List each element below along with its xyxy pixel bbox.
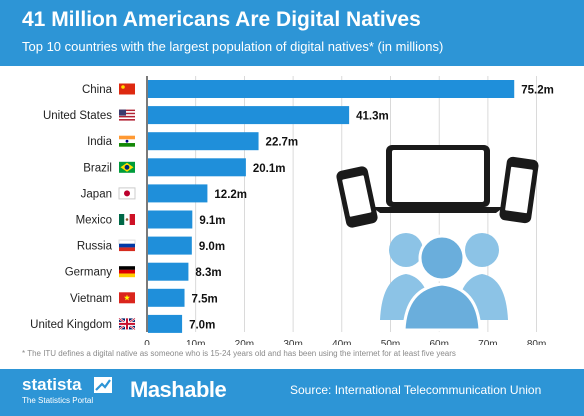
- category-label: Mexico: [76, 215, 112, 227]
- x-tick-label: 70m: [478, 339, 497, 345]
- data-label: 75.2m: [521, 85, 554, 97]
- bar-chart: 0 10m 20m 30m 40m 50m 60m 70m 80m China 75.2m Unite…: [30, 76, 554, 345]
- bar: [148, 314, 183, 333]
- bar: [148, 158, 246, 177]
- category-label: United States: [43, 110, 112, 122]
- bar: [148, 80, 515, 98]
- russia-flag-icon: [118, 239, 136, 252]
- data-label: 41.3m: [356, 111, 389, 123]
- data-label: 9.1m: [199, 215, 225, 227]
- germany-flag-icon: [119, 266, 135, 278]
- category-label: China: [82, 84, 113, 96]
- person-icon: [402, 282, 482, 332]
- data-label: 7.0m: [189, 319, 215, 331]
- data-label: 9.0m: [199, 241, 225, 253]
- laptop-base: [372, 207, 504, 213]
- bar: [148, 184, 208, 203]
- bar: [148, 288, 185, 307]
- category-label: Japan: [81, 188, 112, 200]
- data-label: 7.5m: [192, 293, 218, 305]
- japan-flag-icon: [118, 187, 136, 200]
- bar: [148, 132, 259, 151]
- bar: [148, 236, 192, 255]
- x-tick-label: 80m: [527, 339, 546, 345]
- bar: [148, 262, 189, 281]
- china-flag-icon: [119, 83, 135, 95]
- statista-logo[interactable]: statista: [22, 375, 82, 394]
- mexico-flag-icon: [119, 214, 135, 225]
- x-tick-label: 30m: [283, 339, 302, 345]
- x-tick-label: 20m: [235, 339, 254, 345]
- phone-screen: [342, 175, 372, 217]
- us-flag-icon: [119, 109, 135, 121]
- header-banner: 41 Million Americans Are Digital Natives…: [0, 0, 584, 66]
- india-flag-icon: [119, 135, 135, 147]
- phone-screen: [505, 166, 533, 214]
- x-tick-label: 60m: [429, 339, 448, 345]
- chart-subtitle: Top 10 countries with the largest popula…: [22, 39, 444, 54]
- chart-title: 41 Million Americans Are Digital Natives: [22, 8, 421, 31]
- category-label: Vietnam: [70, 293, 112, 305]
- uk-flag-icon: [118, 317, 136, 331]
- category-label: Brazil: [83, 162, 112, 174]
- x-tick-label: 50m: [381, 339, 400, 345]
- x-tick-label: 0: [144, 339, 150, 345]
- footnote: * The ITU defines a digital native as so…: [22, 349, 456, 358]
- category-label: Germany: [65, 267, 113, 279]
- source-note: Source: International Telecommunication …: [290, 383, 542, 397]
- person-icon: [465, 233, 499, 267]
- statista-tagline: The Statistics Portal: [22, 396, 94, 405]
- data-label: 8.3m: [195, 267, 221, 279]
- x-tick-label: 40m: [332, 339, 351, 345]
- mashable-logo[interactable]: Mashable: [130, 377, 227, 402]
- person-icon: [389, 233, 423, 267]
- category-label: India: [87, 136, 113, 148]
- data-label: 12.2m: [214, 189, 247, 201]
- vietnam-flag-icon: [119, 292, 135, 304]
- data-label: 20.1m: [253, 163, 286, 175]
- category-label: Russia: [77, 241, 113, 253]
- statista-logo-icon: [94, 377, 112, 393]
- data-label: 22.7m: [266, 137, 299, 149]
- category-label: United Kingdom: [30, 319, 112, 331]
- laptop-screen: [392, 150, 484, 202]
- person-icon: [418, 234, 466, 282]
- bar: [148, 106, 350, 125]
- bar: [148, 210, 193, 229]
- brazil-flag-icon: [119, 161, 135, 173]
- x-tick-label: 10m: [186, 339, 205, 345]
